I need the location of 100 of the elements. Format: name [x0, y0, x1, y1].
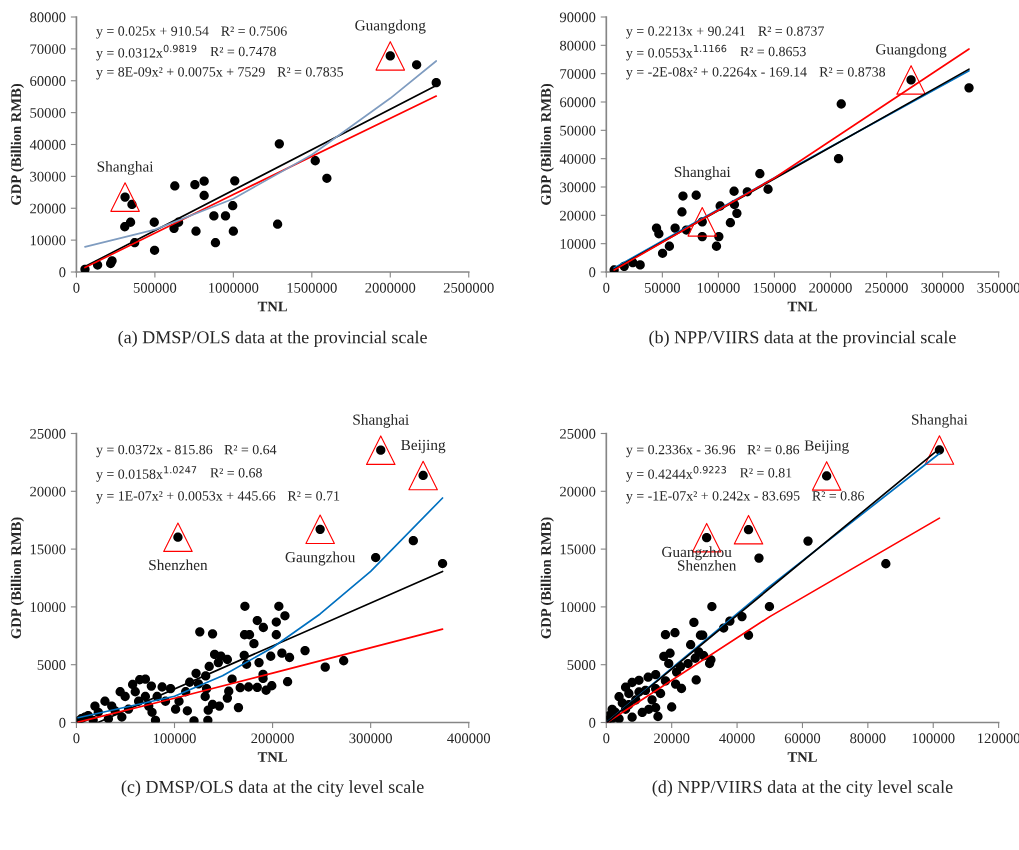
text: (b) NPP/VIIRS data at the provincial scale: [649, 330, 956, 348]
y-tick-label: 60000: [30, 76, 66, 86]
y-tick-label: 10000: [560, 602, 596, 613]
point: [220, 211, 231, 221]
point: [635, 260, 645, 270]
x-tick-label: 350000: [977, 282, 1019, 293]
annotation: R² = 0.7506: [221, 26, 287, 36]
text: (a) DMSP/OLS data at the provincial scale: [118, 330, 427, 348]
point: [677, 207, 687, 217]
text: (c) DMSP/OLS data at the city level scale: [121, 780, 424, 797]
annotation: R² = 0.7835: [277, 67, 344, 77]
y-tick-label: 20000: [560, 486, 596, 497]
annotation: Shenzhen: [149, 559, 208, 571]
annotation: Guangdong: [355, 19, 426, 34]
point: [199, 190, 209, 201]
point: [411, 60, 422, 70]
y-tick-label: 20000: [30, 486, 66, 497]
point: [408, 460, 438, 491]
annotation: R² = 0.68: [210, 468, 262, 478]
point: [170, 181, 180, 191]
annotation: y = 0.0312x$^{0.9819}$: [96, 44, 197, 61]
point: [733, 514, 764, 545]
annotation: Gaungzhou: [285, 551, 356, 566]
y-tick-label: 50000: [560, 125, 596, 136]
annotation: Shanghai: [353, 414, 409, 428]
annotation: R² = 0.64: [224, 444, 277, 455]
point: [230, 176, 240, 186]
x-tick-label: 200000: [251, 733, 294, 744]
x-tick-label: 100000: [912, 733, 955, 744]
point: [191, 226, 201, 236]
y-tick-label: 80000: [559, 40, 596, 51]
point: [755, 169, 765, 179]
line-series: [84, 60, 438, 248]
y-axis-title: GDP (Billion RMB): [540, 517, 554, 639]
x-tick-label: 0: [73, 282, 80, 293]
x-tick-label: 1500000: [287, 282, 337, 293]
x-tick-label: 0: [603, 733, 610, 744]
x-tick-label: 500000: [133, 282, 177, 293]
y-axis-title: GDP (Billion RMB): [540, 83, 554, 205]
annotation: y = 0.0372x - 815.86: [96, 444, 213, 458]
x-tick-label: 1000000: [209, 282, 259, 293]
point: [365, 435, 396, 465]
x-tick-label: 120000: [978, 733, 1019, 744]
annotation: Guangdong: [876, 43, 947, 58]
x-tick-label: 300000: [921, 282, 964, 293]
y-tick-label: 5000: [567, 660, 596, 670]
x-tick-label: 80000: [850, 733, 886, 744]
annotation: Beijing: [804, 440, 849, 454]
x-tick-label: 20000: [654, 733, 690, 744]
text: (d) NPP/VIIRS data at the city level scale: [652, 780, 953, 797]
annotation: R² = 0.8653: [740, 46, 806, 57]
point: [654, 229, 664, 239]
y-tick-label: 15000: [30, 544, 66, 555]
annotation: R² = 0.71: [287, 491, 340, 501]
point: [322, 173, 332, 183]
annotation: y = 8E-09x² + 0.0075x + 7529: [96, 67, 265, 80]
annotation: y = -2E-08x² + 0.2264x - 169.14: [626, 67, 807, 80]
annotation: R² = 0.8738: [819, 67, 886, 77]
x-tick-label: 150000: [753, 282, 796, 293]
annotation: y = 1E-07x² + 0.0053x + 445.66: [96, 491, 276, 504]
x-axis-title: TNL: [787, 301, 817, 312]
y-tick-label: 25000: [560, 428, 596, 439]
annotation: y = 0.0553x$^{1.1166}$: [626, 44, 727, 61]
point: [836, 99, 846, 109]
x-tick-label: 2000000: [365, 282, 416, 293]
annotation: Guangzhou: [662, 546, 732, 561]
y-tick-label: 90000: [559, 12, 596, 23]
point: [228, 226, 239, 236]
y-tick-label: 70000: [30, 44, 66, 55]
point: [896, 65, 926, 95]
annotation: R² = 0.81: [740, 468, 792, 478]
y-tick-label: 0: [59, 267, 66, 278]
point: [670, 223, 680, 233]
y-tick-label: 0: [59, 717, 66, 728]
y-tick-label: 30000: [30, 171, 66, 182]
point: [274, 139, 284, 149]
annotation: y = 0.0158x$^{1.0247}$: [96, 466, 197, 482]
x-tick-label: 0: [603, 282, 610, 293]
point: [732, 208, 742, 219]
annotation: Shanghai: [674, 166, 731, 181]
annotation: y = -1E-07x² + 0.242x - 83.695: [626, 491, 800, 504]
annotation: R² = 0.86: [747, 444, 800, 455]
point: [678, 191, 688, 201]
point: [110, 182, 140, 212]
point: [687, 207, 718, 237]
y-tick-label: 20000: [560, 210, 596, 221]
line-series: [77, 628, 444, 723]
annotation: Shanghai: [912, 413, 968, 428]
annotation: R² = 0.86: [812, 491, 865, 501]
annotation: y = 0.025x + 910.54: [96, 26, 209, 39]
x-tick-label: 60000: [784, 733, 821, 744]
annotation: y = 0.2213x + 90.241: [626, 26, 745, 39]
point: [924, 435, 955, 465]
y-tick-label: 0: [589, 267, 596, 278]
annotation: Shanghai: [97, 160, 154, 175]
x-tick-label: 200000: [809, 282, 852, 293]
y-tick-label: 60000: [560, 97, 596, 108]
point: [163, 522, 193, 552]
y-tick-label: 10000: [30, 235, 66, 246]
point: [199, 176, 209, 186]
